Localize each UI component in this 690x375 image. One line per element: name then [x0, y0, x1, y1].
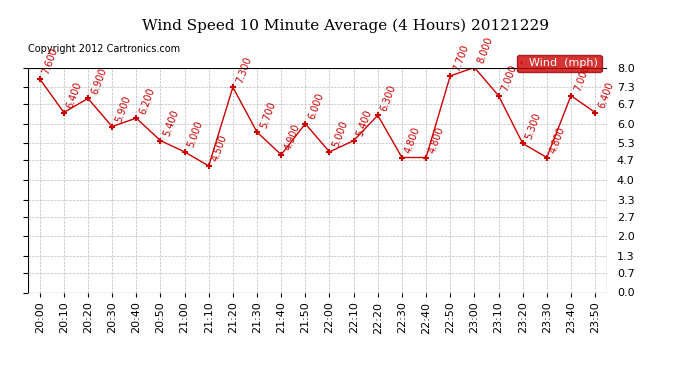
Text: 4.800: 4.800 [404, 126, 422, 155]
Text: 7.700: 7.700 [452, 44, 471, 73]
Text: Wind Speed 10 Minute Average (4 Hours) 20121229: Wind Speed 10 Minute Average (4 Hours) 2… [141, 19, 549, 33]
Text: 7.000: 7.000 [500, 63, 519, 93]
Text: 4.800: 4.800 [428, 126, 446, 155]
Text: 5.300: 5.300 [524, 111, 543, 141]
Text: 6.000: 6.000 [307, 92, 326, 121]
Text: 5.000: 5.000 [331, 120, 350, 149]
Text: 5.700: 5.700 [259, 100, 277, 129]
Legend: Wind  (mph): Wind (mph) [518, 55, 602, 72]
Text: 5.400: 5.400 [162, 108, 181, 138]
Text: 4.800: 4.800 [549, 126, 567, 155]
Text: 4.500: 4.500 [210, 134, 229, 163]
Bar [28, 68, 607, 292]
Text: 7.000: 7.000 [573, 63, 591, 93]
Text: 7.300: 7.300 [235, 55, 253, 84]
Text: 5.400: 5.400 [355, 108, 374, 138]
Text: Copyright 2012 Cartronics.com: Copyright 2012 Cartronics.com [28, 44, 179, 54]
Text: 6.900: 6.900 [90, 66, 108, 96]
Text: 5.000: 5.000 [186, 120, 205, 149]
Text: 6.400: 6.400 [597, 81, 615, 110]
Text: 6.300: 6.300 [380, 83, 398, 112]
Text: 6.400: 6.400 [66, 81, 84, 110]
Text: 6.200: 6.200 [138, 86, 157, 116]
Text: 8.000: 8.000 [476, 36, 495, 65]
Text: 5.900: 5.900 [114, 94, 132, 124]
Text: 7.600: 7.600 [41, 46, 60, 76]
Text: 4.900: 4.900 [283, 123, 302, 152]
